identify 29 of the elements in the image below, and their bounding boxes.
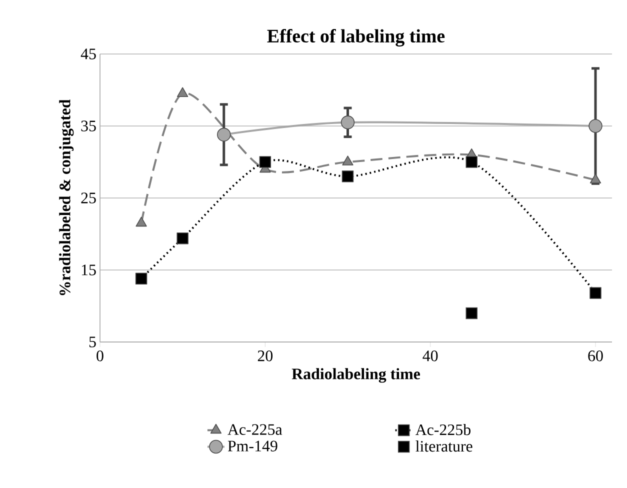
point xyxy=(259,156,272,168)
legend-label: Ac-225a xyxy=(228,424,282,435)
point xyxy=(342,170,354,182)
legend-label: Ac-225b xyxy=(415,424,470,436)
y-tick-label: 45 xyxy=(80,48,96,60)
point xyxy=(176,232,188,244)
y-tick-label: 5 xyxy=(89,336,96,348)
x-tick-label: 60 xyxy=(588,350,603,362)
point xyxy=(588,119,602,133)
legend-label: literature xyxy=(416,440,472,452)
chart-title: Effect of labeling time xyxy=(267,28,445,46)
point xyxy=(135,272,148,285)
point xyxy=(340,116,355,130)
point xyxy=(342,156,354,166)
point xyxy=(217,128,231,142)
point xyxy=(466,307,478,320)
x-tick-label: 0 xyxy=(96,350,104,362)
legend-label: Pm-149 xyxy=(228,440,278,452)
point xyxy=(466,156,478,168)
y-tick-label: 25 xyxy=(81,192,96,204)
point xyxy=(177,87,188,97)
x-tick-label: 40 xyxy=(422,350,438,362)
point xyxy=(590,287,602,299)
y-tick-label: 35 xyxy=(81,120,96,132)
point xyxy=(136,216,147,227)
x-axis-title: Radiolabeling time xyxy=(292,368,420,383)
y-axis-title: %radiolabeled & conjugated xyxy=(59,99,74,296)
y-tick-label: 15 xyxy=(82,264,96,276)
x-tick-label: 20 xyxy=(258,350,273,362)
